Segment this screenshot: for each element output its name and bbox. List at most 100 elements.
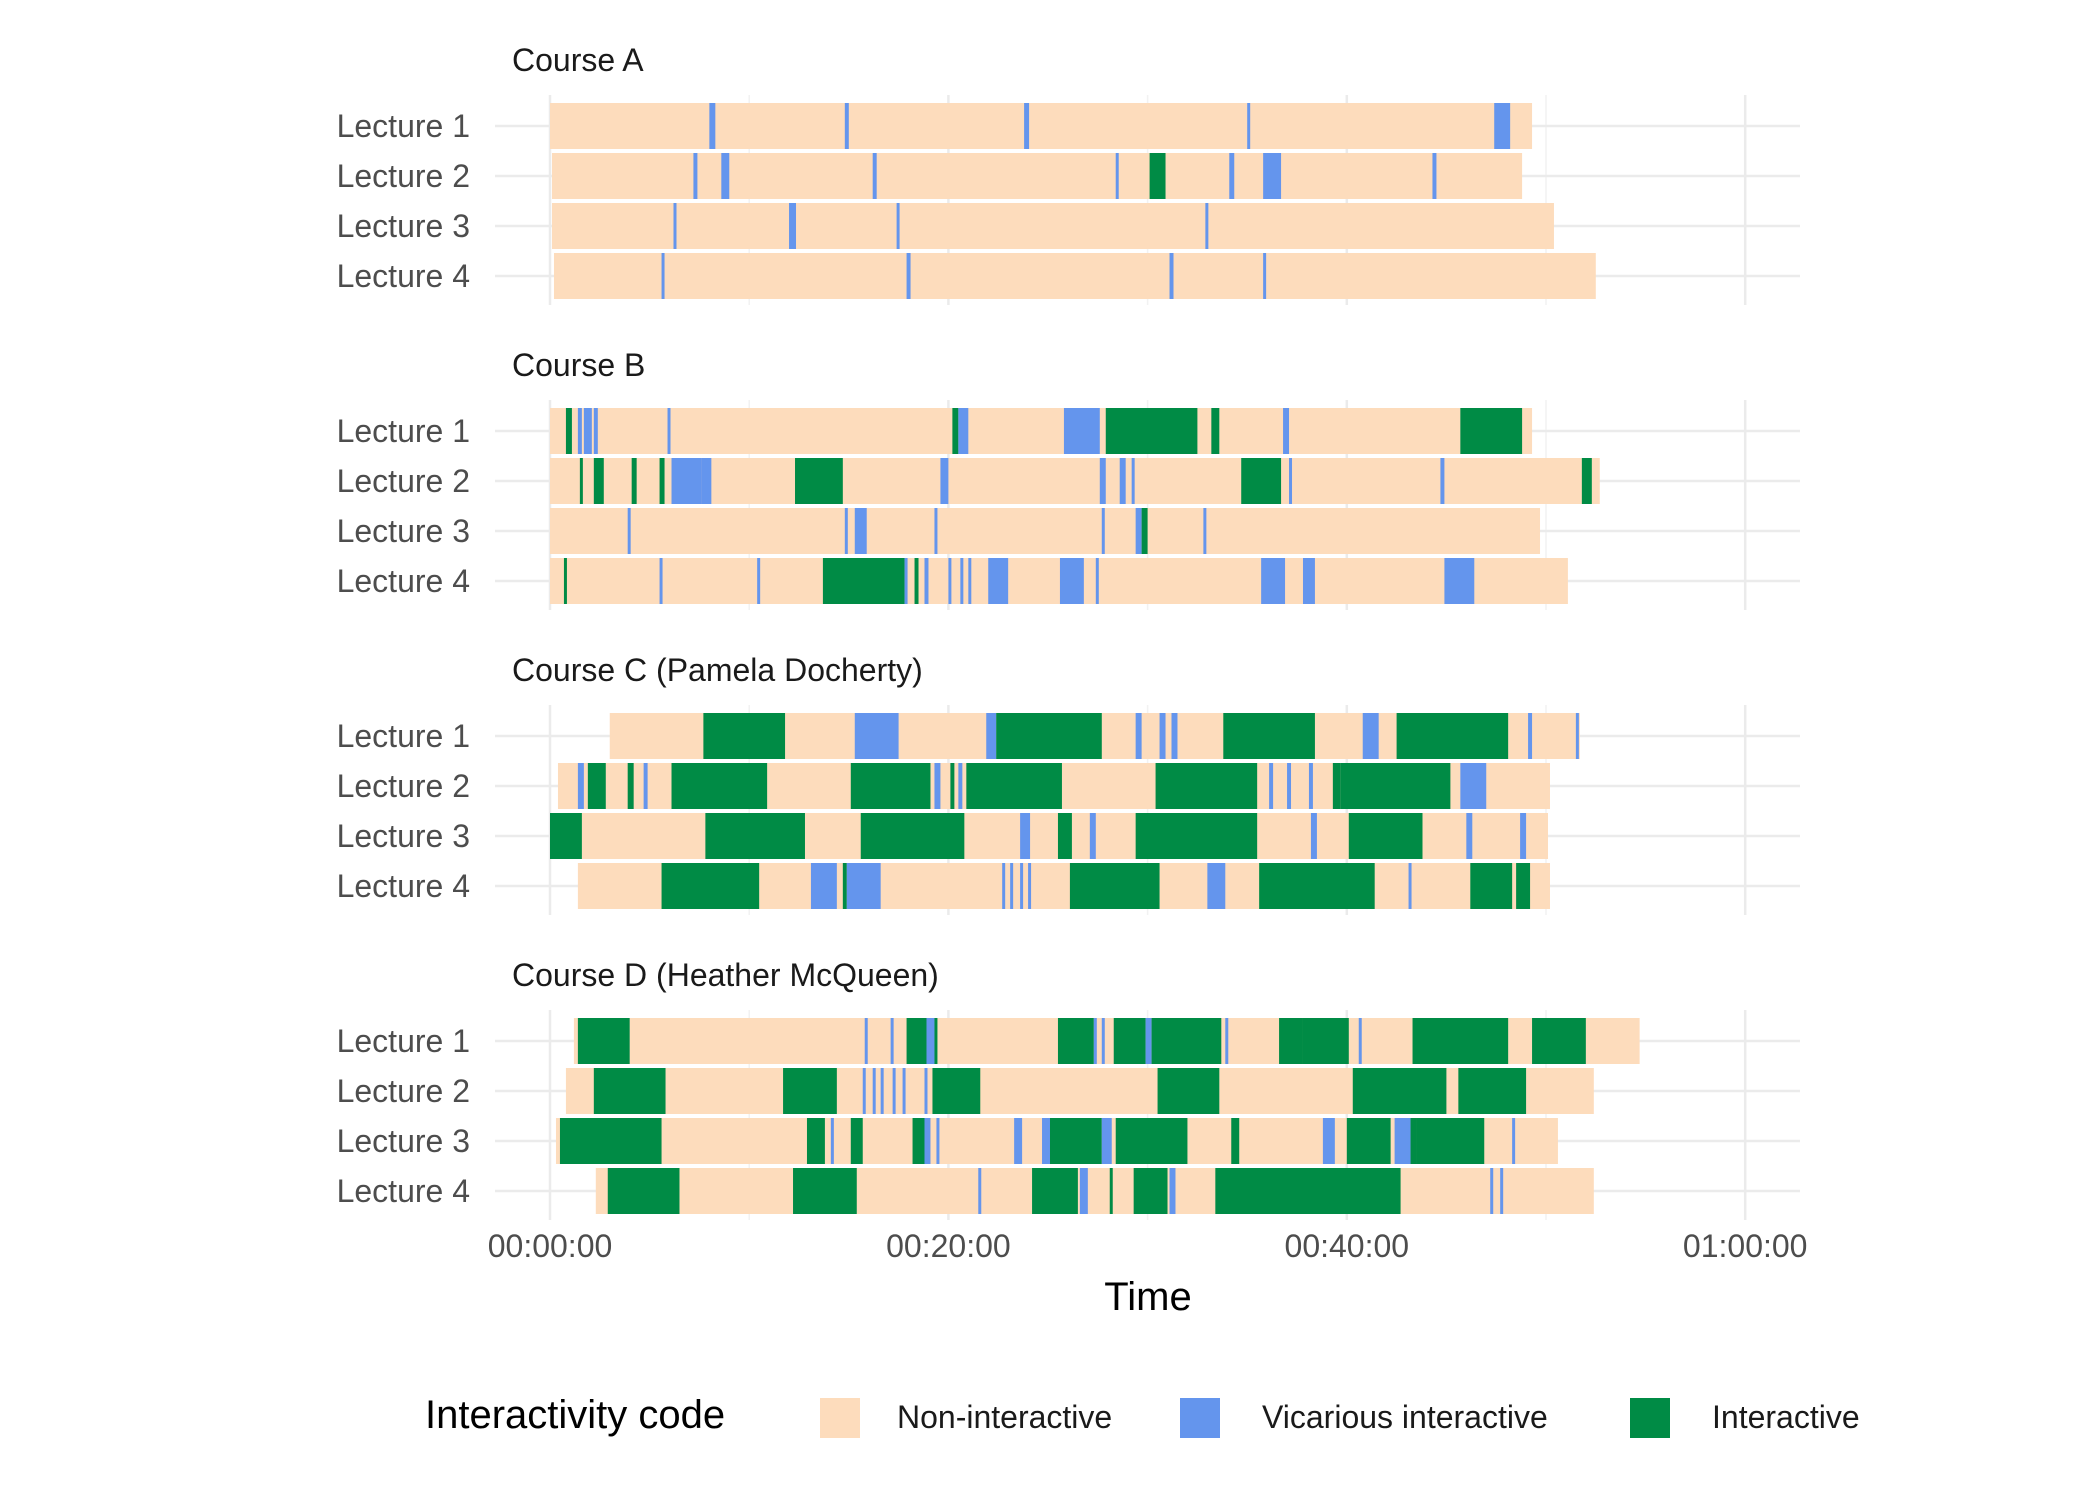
vicarious-interactive-segment [1269, 763, 1274, 809]
panel-title: Course D (Heather McQueen) [512, 957, 939, 993]
vicarious-interactive-segment [960, 558, 964, 604]
vicarious-interactive-segment [1171, 713, 1178, 759]
vicarious-interactive-segment [1203, 508, 1207, 554]
interactive-segment [631, 458, 637, 504]
interactive-segment [1157, 1068, 1220, 1114]
vicarious-interactive-segment [1358, 1018, 1362, 1064]
vicarious-interactive-segment [940, 458, 949, 504]
interactive-segment [587, 763, 606, 809]
interactive-segment [1049, 1118, 1102, 1164]
vicarious-interactive-segment [904, 558, 908, 604]
vicarious-interactive-segment [872, 153, 877, 199]
vicarious-interactive-segment [661, 253, 665, 299]
vicarious-interactive-segment [1229, 153, 1235, 199]
x-tick-label: 00:40:00 [1285, 1228, 1410, 1264]
interactive-segment [705, 813, 805, 859]
vicarious-interactive-segment [830, 1118, 834, 1164]
interactive-segment [703, 713, 786, 759]
lecture-label: Lecture 1 [337, 413, 470, 449]
vicarious-interactive-segment [844, 508, 848, 554]
lecture-label: Lecture 3 [337, 513, 470, 549]
interactive-segment [950, 763, 955, 809]
vicarious-interactive-segment [1101, 1118, 1112, 1164]
vicarious-interactive-segment [1225, 1018, 1229, 1064]
vicarious-interactive-segment [924, 558, 929, 604]
interactive-segment [1470, 863, 1513, 909]
interactive-segment [1460, 408, 1523, 454]
non-interactive-segment [550, 558, 1568, 604]
vicarious-interactive-segment [1289, 458, 1293, 504]
vicarious-interactive-segment [757, 558, 761, 604]
lecture-label: Lecture 4 [337, 868, 470, 904]
interactive-segment [1412, 1018, 1509, 1064]
vicarious-interactive-segment [1145, 1018, 1152, 1064]
x-tick-label: 00:20:00 [886, 1228, 1011, 1264]
vicarious-interactive-segment [1101, 508, 1105, 554]
vicarious-interactive-segment [934, 763, 941, 809]
panel-title: Course C (Pamela Docherty) [512, 652, 923, 688]
interactive-segment [795, 458, 843, 504]
vicarious-interactive-segment [896, 203, 900, 249]
vicarious-interactive-segment [1101, 1018, 1105, 1064]
interactive-segment [1135, 813, 1258, 859]
interactive-segment [1396, 713, 1509, 759]
vicarious-interactive-segment [1287, 763, 1292, 809]
vicarious-interactive-segment [844, 103, 849, 149]
vicarious-interactive-segment [789, 203, 797, 249]
interactive-segment [1141, 508, 1148, 554]
interactive-segment [912, 1118, 925, 1164]
interactive-segment [1259, 863, 1375, 909]
interactive-segment [1348, 813, 1423, 859]
interactive-segment [914, 558, 919, 604]
interactive-segment [1069, 863, 1160, 909]
lecture-label: Lecture 3 [337, 818, 470, 854]
vicarious-interactive-segment [1362, 713, 1379, 759]
non-interactive-segment [553, 253, 1596, 299]
vicarious-interactive-segment [583, 408, 592, 454]
interactive-segment [1109, 1168, 1113, 1214]
vicarious-interactive-segment [1063, 408, 1100, 454]
interactive-segment [850, 1118, 863, 1164]
vicarious-interactive-segment [709, 103, 716, 149]
vicarious-interactive-segment [1135, 508, 1142, 554]
panel-title: Course B [512, 347, 645, 383]
interactive-segment [1215, 1168, 1401, 1214]
panel: Course B Lecture 1 Lecture 2 Lecture 3 Lectu… [337, 347, 1800, 610]
vicarious-interactive-segment [1394, 1118, 1411, 1164]
vicarious-interactive-segment [1059, 558, 1084, 604]
interactive-segment [1346, 1118, 1391, 1164]
lecture-label: Lecture 3 [337, 208, 470, 244]
interactive-segment [1149, 153, 1166, 199]
non-interactive-segment [550, 458, 1600, 504]
interactive-segment [1340, 763, 1451, 809]
vicarious-interactive-segment [1093, 1018, 1097, 1064]
interactive-segment [1516, 863, 1531, 909]
vicarious-interactive-segment [1042, 1118, 1050, 1164]
interactive-segment [671, 763, 768, 809]
interactive-segment [952, 408, 959, 454]
vicarious-interactive-segment [1010, 863, 1014, 909]
interactive-segment [577, 1018, 630, 1064]
vicarious-interactive-segment [1205, 203, 1209, 249]
interactive-segment [593, 458, 604, 504]
vicarious-interactive-segment [593, 408, 598, 454]
vicarious-interactive-segment [854, 713, 899, 759]
lecture-label: Lecture 4 [337, 1173, 470, 1209]
interactive-segment [659, 458, 665, 504]
vicarious-interactive-segment [693, 153, 698, 199]
interactive-segment [1416, 1118, 1485, 1164]
interactive-segment [1155, 763, 1258, 809]
x-tick-label: 01:00:00 [1683, 1228, 1808, 1264]
vicarious-interactive-segment [721, 153, 730, 199]
vicarious-interactive-segment [671, 458, 702, 504]
vicarious-interactive-segment [1322, 1118, 1335, 1164]
lecture-label: Lecture 2 [337, 1073, 470, 1109]
interactive-segment [1231, 1118, 1240, 1164]
interactive-segment [565, 408, 572, 454]
vicarious-interactive-segment [1512, 1118, 1516, 1164]
interactive-segment [783, 1068, 837, 1114]
vicarious-interactive-segment [1440, 458, 1445, 504]
interactive-segment [1151, 1018, 1222, 1064]
vicarious-interactive-segment [673, 203, 677, 249]
vicarious-interactive-segment [1520, 813, 1527, 859]
